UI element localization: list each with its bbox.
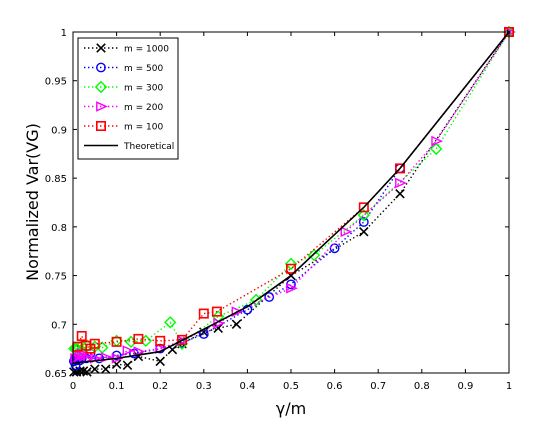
data-point [359,226,369,237]
x-tick-label: 0.3 [196,381,212,392]
data-point [213,323,223,333]
x-tick-label: 1 [506,381,512,392]
data-point [431,135,444,147]
legend-marker [96,101,108,112]
data-point [329,243,340,254]
x-tick-label: 0.5 [283,381,299,392]
series-layer [68,25,516,377]
y-tick-label: 0.8 [51,223,67,234]
data-point [78,366,89,376]
y-axis-label: Normalized Var(VG) [23,123,42,281]
data-point [83,353,96,364]
data-point [90,364,100,374]
data-point [264,292,275,302]
legend-label: m = 500 [124,64,163,74]
legend-item: Theoretical [84,142,174,152]
y-tick-label: 0.95 [45,77,67,88]
x-tick-label: 0.4 [239,381,255,392]
data-point [89,338,100,349]
legend-item: m = 100 [84,121,163,133]
legend-marker [94,80,108,94]
x-axis-label: γ/m [276,399,306,418]
data-point [198,308,209,319]
data-point [284,257,298,271]
legend-item: m = 500 [84,62,163,74]
x-tick-label: 0.7 [370,381,386,392]
y-tick-label: 0.75 [45,272,67,283]
data-point [429,142,443,156]
data-point [358,202,369,213]
legend-label: m = 300 [124,84,163,94]
data-point [395,188,405,199]
data-point [231,306,244,317]
legend-item: m = 200 [84,101,163,113]
data-point [211,306,222,317]
data-point [286,282,298,294]
y-tick-label: 0.9 [51,125,67,136]
legend-label: m = 1000 [124,45,169,55]
legend-marker [96,121,107,132]
data-point [394,163,405,174]
x-tick-label: 0.9 [457,381,473,392]
data-point [155,356,165,367]
data-point [133,333,144,344]
legend-item: m = 1000 [84,43,169,55]
legend-label: m = 100 [124,123,163,133]
y-tick-label: 0.85 [45,174,67,185]
x-tick-label: 0.2 [152,381,168,392]
series-theoretical [72,31,510,365]
x-tick-label: 0.8 [414,381,430,392]
axis-layer: 0 0.1 0.2 0.3 0.4 0.5 0.6 0.7 0.8 0.9 1 0.65 0.7 0.75… [45,28,512,392]
data-point [307,248,321,262]
x-tick-label: 0.6 [327,381,343,392]
data-point [357,208,371,222]
series-line [73,31,510,373]
y-tick-label: 1 [61,28,67,39]
legend-item: m = 300 [84,80,163,94]
series-line [72,31,510,365]
data-point [395,177,407,189]
data-point [76,330,87,341]
legend-marker [96,62,106,73]
data-point [340,226,353,238]
data-point [133,346,146,357]
data-point [164,316,177,329]
data-point [177,334,188,345]
legend-label: m = 200 [124,103,163,113]
data-point [111,336,122,347]
data-point [155,335,166,346]
legend-box [77,37,179,160]
data-point [231,319,242,330]
data-point [82,367,92,377]
legend-label: Theoretical [123,142,174,152]
x-tick-label: 0 [70,381,76,392]
legend: m = 1000 m = 500 m = 300 m = 200 m = 100 Theo… [77,37,179,160]
y-tick-label: 0.65 [45,369,67,380]
y-tick-label: 0.7 [51,320,67,331]
data-point [358,217,369,227]
data-point [133,351,144,362]
data-point [122,345,135,356]
series-m-200 [70,26,516,364]
legend-marker [96,43,106,53]
data-point [122,360,133,370]
data-point [100,364,111,374]
data-point [285,263,296,274]
x-tick-label: 0.1 [109,381,125,392]
